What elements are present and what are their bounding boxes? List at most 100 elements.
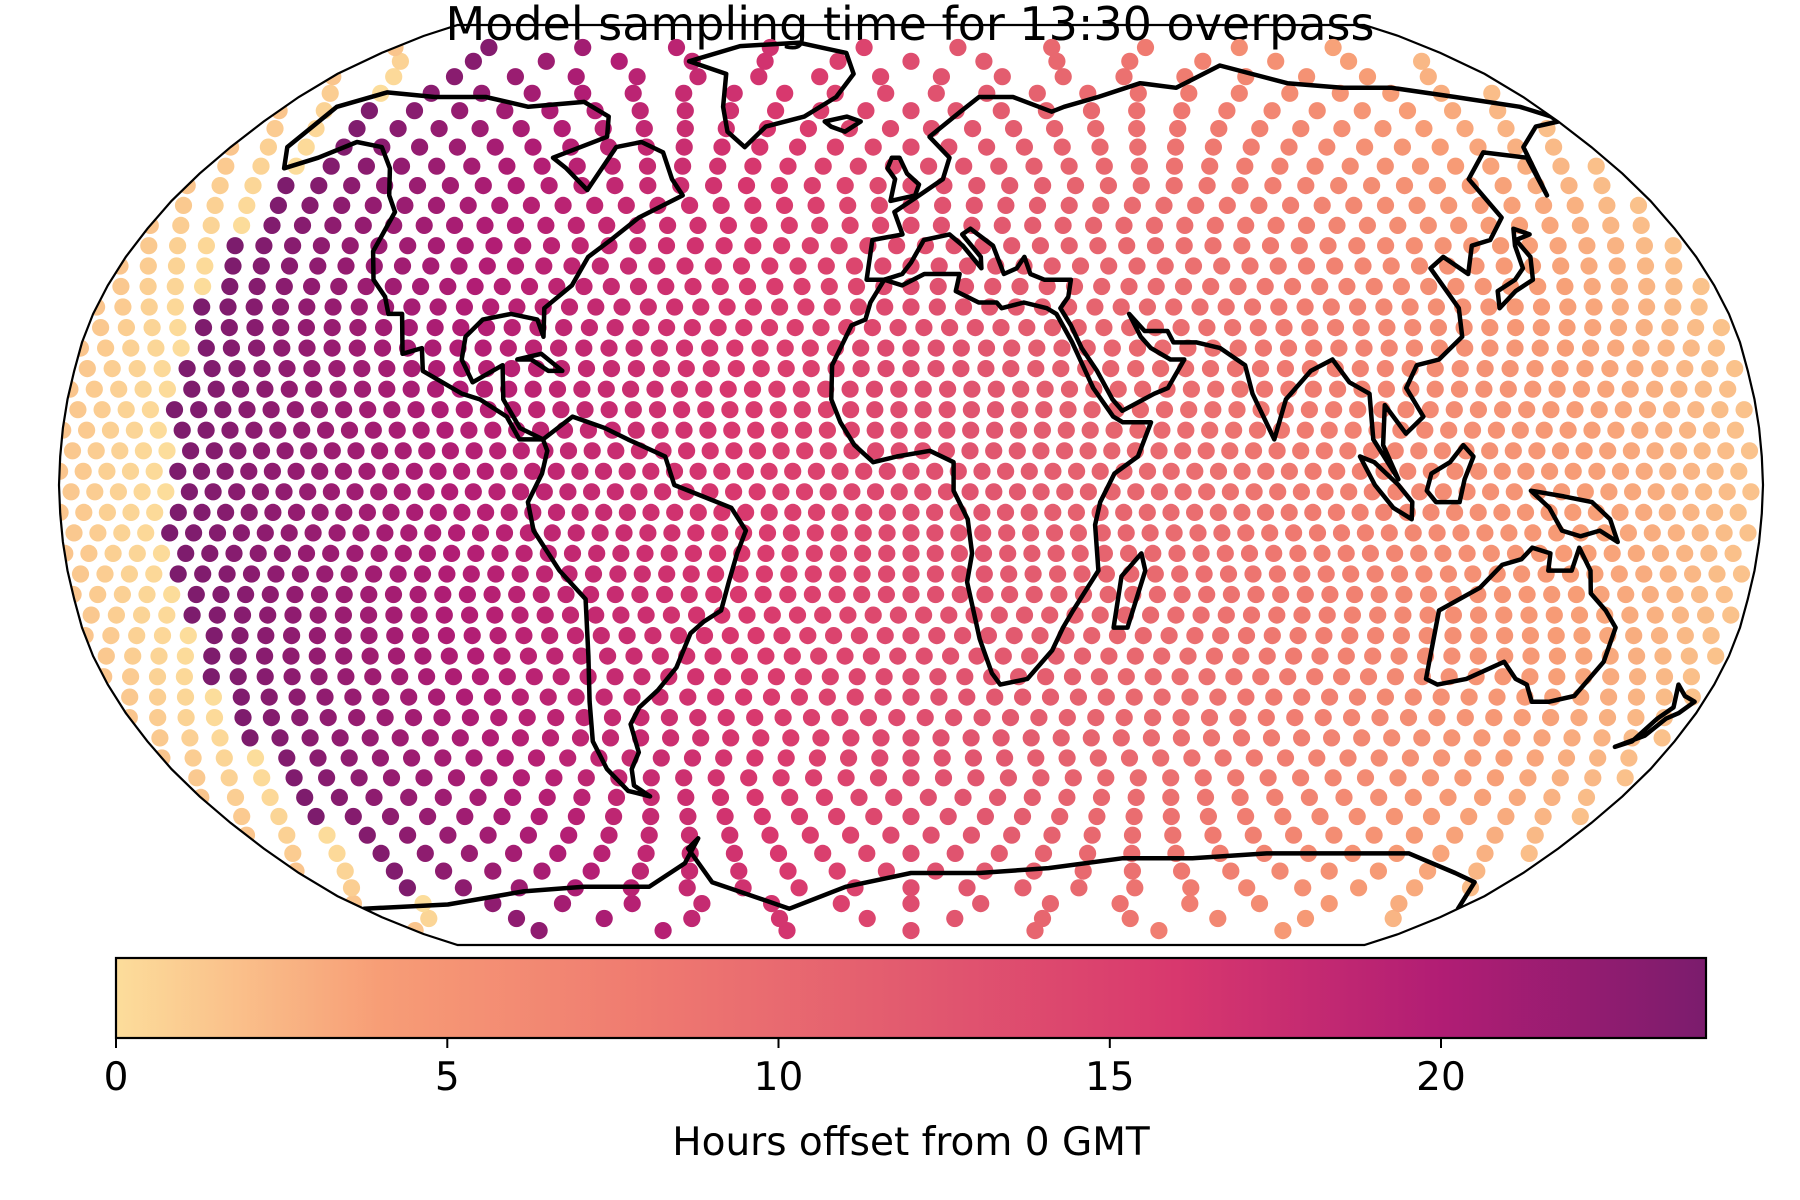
sampling-point: [1271, 862, 1289, 880]
sampling-point: [1429, 319, 1447, 337]
sampling-point: [675, 769, 693, 787]
sampling-point: [1198, 319, 1216, 337]
sampling-point: [496, 749, 514, 767]
sampling-point: [117, 401, 135, 419]
colorbar: 0 5 10 15 20 Hours offset from 0 GMT: [104, 956, 1708, 1165]
sampling-point: [1679, 421, 1697, 439]
sampling-point: [1269, 257, 1287, 275]
sampling-point: [902, 138, 920, 156]
sampling-point: [571, 237, 589, 255]
sampling-point: [1369, 606, 1387, 624]
sampling-point: [1742, 483, 1760, 501]
sampling-point: [98, 503, 116, 521]
sampling-point: [1146, 319, 1164, 337]
sampling-point: [541, 627, 559, 645]
sampling-point: [1060, 196, 1078, 214]
sampling-point: [1030, 709, 1048, 727]
sampling-point: [1444, 606, 1462, 624]
sampling-point: [1173, 585, 1191, 604]
sampling-point: [1183, 749, 1201, 767]
sampling-point: [1037, 668, 1055, 686]
sampling-point: [405, 462, 423, 480]
sampling-point: [1422, 503, 1440, 521]
sampling-point: [1262, 729, 1281, 747]
sampling-point: [1003, 826, 1021, 844]
sampling-point: [1150, 922, 1168, 940]
sampling-point: [639, 177, 657, 195]
sampling-point: [1121, 909, 1139, 928]
sampling-point: [1434, 483, 1452, 501]
sampling-point: [495, 524, 514, 542]
sampling-point: [1069, 524, 1087, 542]
sampling-point: [524, 138, 542, 156]
sampling-point: [173, 421, 191, 439]
sampling-point: [627, 421, 645, 439]
sampling-point: [1144, 544, 1162, 563]
sampling-point: [992, 729, 1010, 747]
sampling-point: [1095, 157, 1113, 175]
sampling-point: [968, 647, 986, 665]
sampling-point: [353, 380, 372, 398]
sampling-point: [682, 565, 700, 583]
sampling-point: [804, 565, 822, 583]
sampling-point: [1480, 298, 1498, 316]
sampling-point: [1621, 380, 1639, 398]
sampling-point: [427, 380, 445, 398]
sampling-point: [1292, 442, 1310, 460]
sampling-point: [1167, 606, 1185, 624]
sampling-point: [1095, 544, 1113, 563]
sampling-point: [1348, 807, 1366, 826]
sampling-point: [1148, 585, 1166, 604]
sampling-point: [1112, 729, 1130, 747]
sampling-point: [280, 257, 299, 275]
sampling-point: [571, 503, 589, 521]
sampling-point: [1629, 196, 1648, 214]
coastline-iceland: [822, 114, 863, 134]
sampling-point: [1212, 627, 1230, 645]
sampling-point: [246, 319, 264, 337]
sampling-point: [1231, 788, 1249, 807]
sampling-point: [192, 462, 211, 480]
sampling-point: [1054, 216, 1072, 234]
sampling-point: [102, 627, 120, 645]
sampling-point: [662, 729, 680, 747]
sampling-point: [571, 729, 590, 747]
sampling-point: [309, 257, 327, 275]
sampling-point: [878, 503, 897, 521]
sampling-point: [977, 339, 996, 357]
sampling-point: [814, 844, 832, 863]
sampling-point: [1182, 879, 1200, 897]
sampling-point: [1401, 298, 1419, 316]
sampling-point: [537, 52, 555, 70]
sampling-point: [229, 647, 247, 665]
sampling-point: [719, 216, 738, 234]
sampling-point: [252, 442, 271, 460]
sampling-point: [999, 769, 1018, 787]
sampling-point: [207, 380, 225, 398]
sampling-point: [1055, 442, 1074, 460]
sampling-point: [445, 68, 464, 86]
sampling-point: [1428, 177, 1446, 195]
sampling-point: [1706, 462, 1724, 480]
sampling-point: [1458, 544, 1476, 563]
sampling-point: [161, 524, 179, 542]
sampling-point: [658, 319, 676, 337]
sampling-point: [140, 298, 158, 316]
sampling-point: [1169, 120, 1187, 138]
sampling-point: [329, 380, 347, 398]
sampling-point: [364, 668, 382, 686]
sampling-point: [1631, 421, 1649, 439]
sampling-point: [559, 749, 577, 767]
sampling-point: [776, 84, 794, 102]
sampling-point: [1671, 483, 1689, 501]
sampling-point: [498, 668, 516, 686]
sampling-point: [916, 709, 934, 727]
sampling-point: [1164, 826, 1182, 844]
sampling-point: [1015, 138, 1033, 156]
sampling-point: [841, 216, 859, 234]
colorbar-tick-label: 15: [1085, 1055, 1135, 1100]
sampling-point: [902, 503, 920, 521]
sampling-point: [811, 68, 829, 86]
sampling-point: [1532, 319, 1550, 337]
sampling-point: [1014, 688, 1032, 706]
